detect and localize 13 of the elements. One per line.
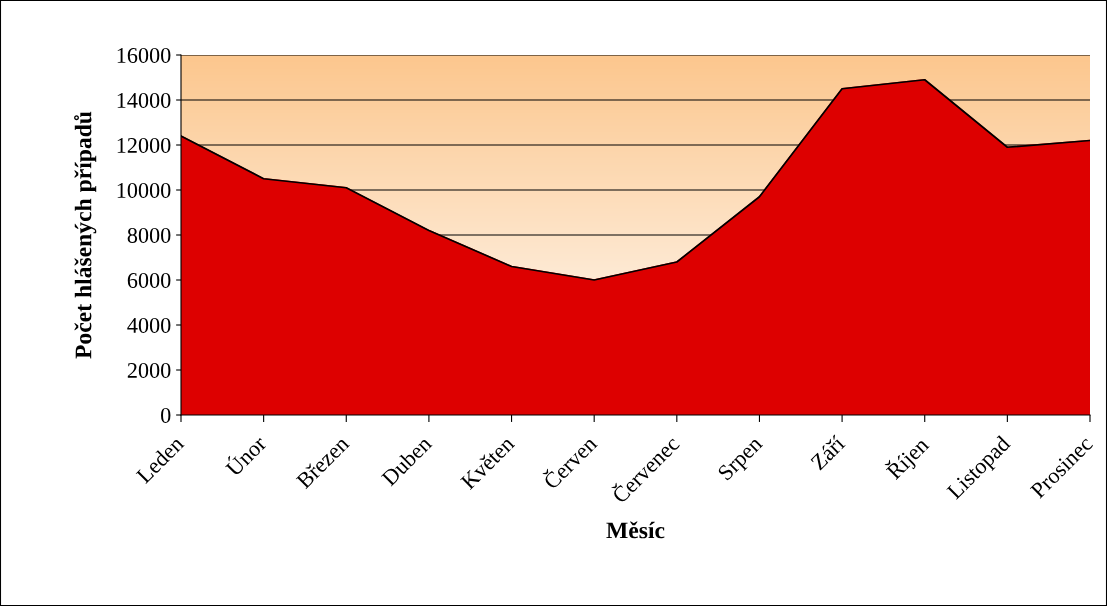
y-tick-label: 6000 — [127, 272, 171, 288]
y-tick-label: 12000 — [117, 137, 171, 153]
y-tick-label: 4000 — [127, 317, 171, 333]
y-tick-label: 2000 — [127, 362, 171, 378]
y-tick-label: 14000 — [117, 92, 171, 108]
x-tick-label: Září — [809, 434, 846, 471]
x-tick-label: Únor — [222, 431, 268, 478]
y-tick-label: 16000 — [117, 47, 171, 63]
y-tick-label: 10000 — [117, 182, 171, 198]
x-axis-title: Měsíc — [606, 521, 665, 539]
y-axis-title: Počet hlášených případů — [74, 111, 97, 359]
y-tick-label: 8000 — [127, 227, 171, 243]
y-tick-label: 0 — [161, 407, 171, 423]
